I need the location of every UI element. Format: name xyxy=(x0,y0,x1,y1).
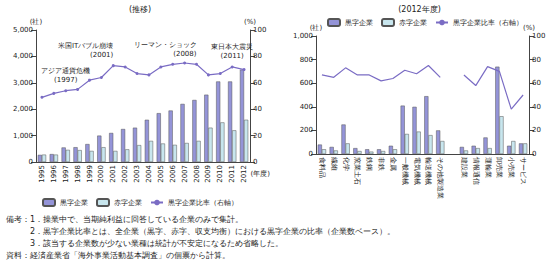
svg-text:80: 80 xyxy=(532,56,541,64)
svg-text:(年度): (年度) xyxy=(250,170,270,178)
svg-text:1996: 1996 xyxy=(50,164,58,182)
svg-text:400: 400 xyxy=(300,103,313,111)
html-text:2．黒字企業比率とは、全企業（黒字、赤字、収支均衡）における: 2．黒字企業比率とは、全企業（黒字、赤字、収支均衡）における黒字企業の比率（企業… xyxy=(30,227,396,236)
svg-text:黒字企業比率（右軸）: 黒字企業比率（右軸） xyxy=(168,199,238,207)
svg-text:600: 600 xyxy=(300,79,313,87)
svg-text:(推移): (推移) xyxy=(129,5,151,14)
svg-text:(社): (社) xyxy=(310,24,323,32)
svg-text:1997: 1997 xyxy=(62,165,70,183)
svg-text:20: 20 xyxy=(532,126,541,134)
svg-text:(%): (%) xyxy=(244,18,256,26)
svg-text:(2008): (2008) xyxy=(173,50,197,58)
svg-text:電気機械: 電気機械 xyxy=(413,157,421,185)
svg-text:2011: 2011 xyxy=(228,165,236,183)
svg-text:繊維: 繊維 xyxy=(330,156,338,171)
svg-text:黒字企業比率（右軸）: 黒字企業比率（右軸） xyxy=(453,19,523,27)
svg-text:その他製造業: その他製造業 xyxy=(436,157,444,199)
svg-text:40: 40 xyxy=(532,103,541,111)
svg-text:0: 0 xyxy=(253,158,257,166)
svg-text:輸送機械: 輸送機械 xyxy=(424,157,432,185)
svg-text:2000: 2000 xyxy=(97,165,105,183)
svg-text:非鉄: 非鉄 xyxy=(377,157,385,171)
svg-text:鉄鋼: 鉄鋼 xyxy=(365,157,373,171)
svg-text:2008: 2008 xyxy=(193,165,201,183)
svg-text:黒字企業: 黒字企業 xyxy=(345,19,373,27)
svg-text:(1997): (1997) xyxy=(54,76,78,84)
html-text:資料：経済産業省「海外事業活動基本調査」の個票から計算。: 資料：経済産業省「海外事業活動基本調査」の個票から計算。 xyxy=(6,251,230,260)
svg-text:サービス: サービス xyxy=(519,157,527,185)
svg-text:100: 100 xyxy=(253,26,266,34)
svg-text:赤字企業: 赤字企業 xyxy=(399,19,427,27)
svg-text:2004: 2004 xyxy=(145,164,153,182)
svg-text:2,000: 2,000 xyxy=(13,105,33,113)
svg-text:情報通信: 情報通信 xyxy=(472,156,480,185)
svg-text:金属: 金属 xyxy=(389,157,397,171)
svg-text:5,000: 5,000 xyxy=(13,26,33,34)
svg-text:一般機械: 一般機械 xyxy=(401,157,409,185)
svg-text:2003: 2003 xyxy=(133,165,141,183)
svg-text:40: 40 xyxy=(253,105,262,113)
svg-text:0: 0 xyxy=(29,158,33,166)
svg-text:(2011): (2011) xyxy=(221,52,245,60)
svg-text:運輸業: 運輸業 xyxy=(484,157,492,178)
svg-text:1,000: 1,000 xyxy=(293,32,313,40)
svg-text:2001: 2001 xyxy=(109,165,117,183)
svg-text:建設業: 建設業 xyxy=(460,156,468,178)
svg-text:0: 0 xyxy=(309,150,313,158)
svg-text:食料品: 食料品 xyxy=(318,157,326,178)
svg-text:1999: 1999 xyxy=(86,165,94,183)
svg-text:赤字企業: 赤字企業 xyxy=(114,199,142,207)
svg-text:米国ITバブル崩壊: 米国ITバブル崩壊 xyxy=(58,42,113,50)
html-text:3．該当する企業数が少ない業種は統計が不安定になるため省略し: 3．該当する企業数が少ない業種は統計が不安定になるため省略した。 xyxy=(30,239,284,248)
svg-text:800: 800 xyxy=(300,56,313,64)
svg-text:3,000: 3,000 xyxy=(13,79,33,87)
svg-text:2006: 2006 xyxy=(169,164,177,182)
svg-text:1998: 1998 xyxy=(74,165,82,183)
svg-text:(社): (社) xyxy=(30,18,43,26)
svg-text:200: 200 xyxy=(300,126,313,134)
svg-text:80: 80 xyxy=(253,52,262,60)
svg-text:(%): (%) xyxy=(523,24,535,32)
svg-text:2007: 2007 xyxy=(181,165,189,183)
svg-text:リーマン・ショック: リーマン・ショック xyxy=(134,41,197,49)
svg-text:100: 100 xyxy=(532,32,545,40)
svg-text:(2001): (2001) xyxy=(90,51,114,59)
svg-text:60: 60 xyxy=(532,79,541,87)
svg-text:60: 60 xyxy=(253,79,262,87)
svg-text:2010: 2010 xyxy=(216,165,224,183)
svg-text:小売業: 小売業 xyxy=(507,157,515,178)
svg-text:卸売業: 卸売業 xyxy=(495,157,503,178)
svg-text:1,000: 1,000 xyxy=(13,132,33,140)
svg-text:2005: 2005 xyxy=(157,165,165,183)
svg-text:黒字企業: 黒字企業 xyxy=(60,199,88,207)
svg-text:4,000: 4,000 xyxy=(13,52,33,60)
svg-text:2009: 2009 xyxy=(204,165,212,183)
svg-text:2002: 2002 xyxy=(121,165,129,183)
svg-text:窯業土石: 窯業土石 xyxy=(353,157,361,185)
svg-text:化学: 化学 xyxy=(342,157,350,171)
svg-text:1995: 1995 xyxy=(38,165,46,183)
svg-text:0: 0 xyxy=(532,150,536,158)
svg-text:2012: 2012 xyxy=(240,165,248,183)
svg-text:アジア通貨危機: アジア通貨危機 xyxy=(41,67,90,75)
html-text:備考：1．操業中で、当期純利益に回答している企業のみで集計。: 備考：1．操業中で、当期純利益に回答している企業のみで集計。 xyxy=(6,215,244,224)
svg-text:(2012年度): (2012年度) xyxy=(398,5,441,14)
svg-text:東日本大震災: 東日本大震災 xyxy=(211,43,253,51)
svg-text:20: 20 xyxy=(253,132,262,140)
